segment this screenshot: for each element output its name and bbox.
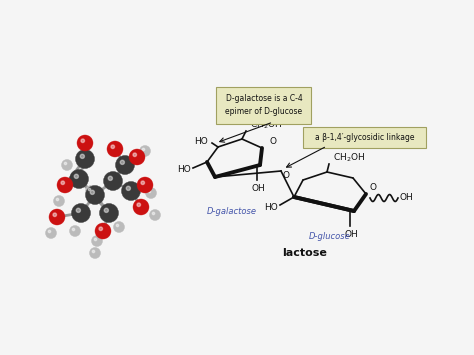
Circle shape (61, 181, 64, 185)
Circle shape (95, 223, 111, 239)
Circle shape (146, 187, 156, 198)
Text: lactose: lactose (283, 248, 328, 258)
Circle shape (133, 199, 149, 215)
Circle shape (100, 203, 118, 223)
Text: O: O (370, 184, 377, 192)
Circle shape (94, 238, 97, 241)
FancyBboxPatch shape (217, 87, 311, 124)
Text: OH: OH (251, 184, 265, 193)
Circle shape (90, 190, 94, 195)
Circle shape (108, 176, 112, 180)
Circle shape (75, 149, 94, 169)
Text: OH: OH (344, 230, 358, 239)
Text: CH$_2$OH: CH$_2$OH (333, 152, 365, 164)
Circle shape (54, 196, 64, 207)
Circle shape (72, 203, 91, 223)
Circle shape (90, 247, 100, 258)
Circle shape (76, 208, 81, 212)
Circle shape (126, 186, 130, 190)
Circle shape (107, 141, 123, 157)
Circle shape (49, 209, 65, 225)
Circle shape (121, 181, 140, 201)
Circle shape (92, 250, 95, 253)
Text: HO: HO (264, 202, 278, 212)
Circle shape (99, 227, 102, 230)
Circle shape (70, 225, 81, 236)
Circle shape (111, 145, 115, 148)
Circle shape (64, 162, 67, 165)
Circle shape (142, 148, 145, 151)
Circle shape (120, 160, 125, 164)
Circle shape (149, 209, 161, 220)
Circle shape (80, 154, 84, 158)
Text: D-galactose: D-galactose (207, 207, 257, 216)
Circle shape (77, 135, 93, 151)
Circle shape (103, 171, 122, 191)
FancyBboxPatch shape (303, 126, 427, 147)
Circle shape (91, 235, 102, 246)
Circle shape (48, 230, 51, 233)
Text: OH: OH (400, 193, 414, 202)
Circle shape (113, 222, 125, 233)
Circle shape (129, 149, 145, 165)
Circle shape (116, 155, 135, 175)
Text: HO: HO (177, 164, 191, 174)
Text: D-galactose is a C-4
epimer of D-glucose: D-galactose is a C-4 epimer of D-glucose (226, 94, 302, 116)
Circle shape (104, 208, 109, 212)
Circle shape (148, 190, 151, 193)
Circle shape (46, 228, 56, 239)
Circle shape (137, 177, 153, 193)
Text: a β-1,4′-glycosidic linkage: a β-1,4′-glycosidic linkage (315, 132, 415, 142)
Circle shape (81, 139, 84, 142)
Circle shape (56, 198, 59, 201)
Circle shape (74, 174, 78, 179)
Text: O: O (270, 137, 277, 146)
Circle shape (72, 228, 75, 231)
Circle shape (85, 186, 97, 197)
Text: HO: HO (194, 137, 208, 146)
Circle shape (139, 146, 151, 157)
Circle shape (141, 181, 145, 185)
Text: D-glucose: D-glucose (309, 232, 351, 241)
Circle shape (133, 153, 137, 157)
Circle shape (152, 212, 155, 215)
Circle shape (70, 169, 89, 189)
Text: CH$_2$OH: CH$_2$OH (250, 119, 283, 131)
Circle shape (137, 203, 140, 207)
Circle shape (85, 186, 104, 204)
Circle shape (53, 213, 56, 217)
Circle shape (116, 224, 118, 227)
Circle shape (62, 159, 73, 170)
Text: O: O (283, 170, 290, 180)
Circle shape (57, 177, 73, 193)
Circle shape (88, 188, 91, 191)
